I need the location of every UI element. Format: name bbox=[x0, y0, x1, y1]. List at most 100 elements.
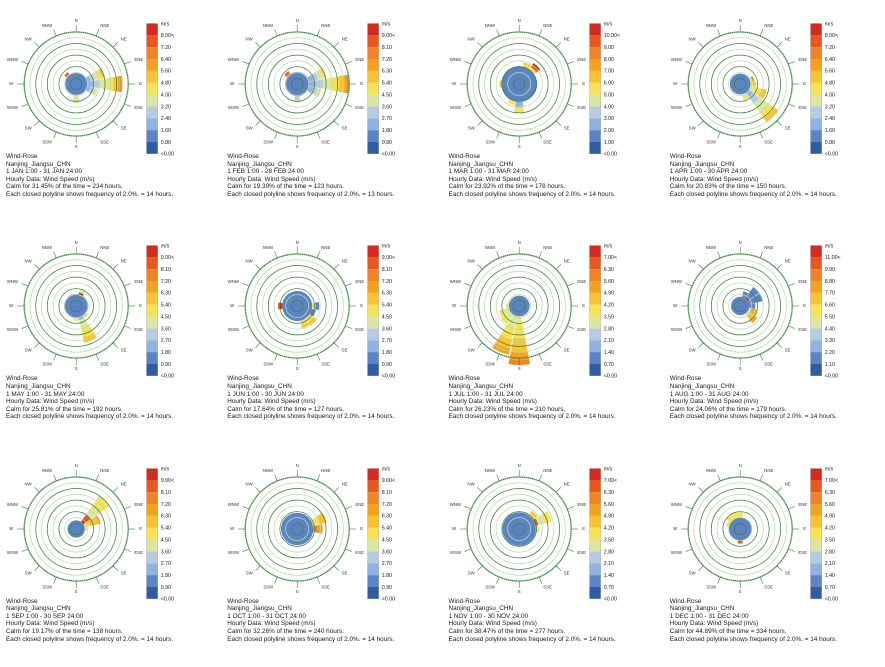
svg-text:2.70: 2.70 bbox=[382, 338, 392, 344]
svg-text:1.80: 1.80 bbox=[382, 573, 392, 579]
svg-text:0.80: 0.80 bbox=[161, 140, 171, 146]
svg-text:0.90: 0.90 bbox=[382, 140, 392, 146]
svg-text:7.20: 7.20 bbox=[161, 502, 171, 508]
svg-text:2.70: 2.70 bbox=[382, 561, 392, 567]
svg-text:8.10: 8.10 bbox=[382, 490, 392, 496]
svg-text:5.40: 5.40 bbox=[382, 81, 392, 87]
svg-text:m/s: m/s bbox=[382, 244, 391, 250]
svg-text:9.00<: 9.00< bbox=[382, 255, 395, 261]
svg-text:1.80: 1.80 bbox=[161, 573, 171, 579]
svg-text:6.30: 6.30 bbox=[824, 490, 834, 496]
svg-text:4.50: 4.50 bbox=[161, 315, 171, 321]
svg-text:1.00: 1.00 bbox=[603, 140, 613, 146]
svg-text:6.40: 6.40 bbox=[824, 57, 834, 63]
svg-text:3.50: 3.50 bbox=[603, 537, 613, 543]
svg-text:8.10: 8.10 bbox=[161, 490, 171, 496]
svg-text:2.80: 2.80 bbox=[824, 549, 834, 555]
svg-text:0.70: 0.70 bbox=[603, 584, 613, 590]
svg-text:8.80: 8.80 bbox=[824, 279, 834, 285]
svg-text:7.20: 7.20 bbox=[382, 279, 392, 285]
svg-text:2.20: 2.20 bbox=[824, 350, 834, 356]
svg-text:1.40: 1.40 bbox=[824, 573, 834, 579]
svg-text:m/s: m/s bbox=[603, 244, 612, 250]
svg-text:4.00: 4.00 bbox=[824, 92, 834, 98]
svg-text:6.30: 6.30 bbox=[382, 513, 392, 519]
svg-text:9.00: 9.00 bbox=[603, 45, 613, 51]
svg-text:5.40: 5.40 bbox=[382, 303, 392, 309]
svg-text:3.60: 3.60 bbox=[161, 549, 171, 555]
svg-text:8.10: 8.10 bbox=[382, 267, 392, 273]
svg-text:9.00<: 9.00< bbox=[161, 478, 174, 484]
svg-text:1.40: 1.40 bbox=[603, 350, 613, 356]
svg-text:4.90: 4.90 bbox=[824, 513, 834, 519]
svg-text:5.60: 5.60 bbox=[603, 502, 613, 508]
svg-text:m/s: m/s bbox=[161, 244, 170, 250]
svg-text:3.60: 3.60 bbox=[382, 549, 392, 555]
svg-text:5.60: 5.60 bbox=[824, 502, 834, 508]
svg-text:m/s: m/s bbox=[603, 22, 612, 28]
svg-text:6.30: 6.30 bbox=[161, 291, 171, 297]
svg-text:4.50: 4.50 bbox=[382, 537, 392, 543]
svg-text:2.40: 2.40 bbox=[161, 116, 171, 122]
svg-text:7.00<: 7.00< bbox=[824, 478, 837, 484]
svg-text:4.80: 4.80 bbox=[824, 81, 834, 87]
svg-text:8.00: 8.00 bbox=[603, 57, 613, 63]
svg-text:3.30: 3.30 bbox=[824, 338, 834, 344]
svg-text:5.00: 5.00 bbox=[603, 92, 613, 98]
svg-text:6.00: 6.00 bbox=[603, 81, 613, 87]
svg-text:2.10: 2.10 bbox=[603, 561, 613, 567]
svg-text:4.90: 4.90 bbox=[603, 291, 613, 297]
svg-text:3.60: 3.60 bbox=[382, 327, 392, 333]
svg-text:5.50: 5.50 bbox=[824, 315, 834, 321]
svg-text:m/s: m/s bbox=[603, 466, 612, 472]
svg-text:4.00: 4.00 bbox=[603, 104, 613, 110]
svg-text:4.80: 4.80 bbox=[161, 81, 171, 87]
svg-text:8.10: 8.10 bbox=[161, 267, 171, 273]
svg-text:4.90: 4.90 bbox=[603, 513, 613, 519]
svg-text:1.60: 1.60 bbox=[161, 128, 171, 134]
svg-text:9.00<: 9.00< bbox=[161, 255, 174, 261]
svg-text:6.60: 6.60 bbox=[824, 303, 834, 309]
svg-text:8.00<: 8.00< bbox=[161, 33, 174, 39]
svg-text:m/s: m/s bbox=[382, 466, 391, 472]
svg-text:4.50: 4.50 bbox=[161, 537, 171, 543]
svg-text:6.30: 6.30 bbox=[382, 291, 392, 297]
svg-text:6.30: 6.30 bbox=[603, 267, 613, 273]
svg-text:8.10: 8.10 bbox=[382, 45, 392, 51]
svg-text:5.40: 5.40 bbox=[161, 525, 171, 531]
svg-text:4.50: 4.50 bbox=[382, 315, 392, 321]
svg-text:7.20: 7.20 bbox=[161, 45, 171, 51]
svg-text:2.10: 2.10 bbox=[603, 338, 613, 344]
svg-text:3.20: 3.20 bbox=[824, 104, 834, 110]
svg-text:7.70: 7.70 bbox=[824, 291, 834, 297]
svg-text:2.80: 2.80 bbox=[603, 549, 613, 555]
svg-text:5.60: 5.60 bbox=[824, 69, 834, 75]
svg-text:7.20: 7.20 bbox=[824, 45, 834, 51]
svg-text:m/s: m/s bbox=[824, 466, 833, 472]
svg-text:6.30: 6.30 bbox=[603, 490, 613, 496]
svg-text:2.00: 2.00 bbox=[603, 128, 613, 134]
svg-text:2.70: 2.70 bbox=[161, 338, 171, 344]
svg-text:0.90: 0.90 bbox=[382, 362, 392, 368]
svg-text:m/s: m/s bbox=[824, 244, 833, 250]
svg-text:1.40: 1.40 bbox=[603, 573, 613, 579]
svg-text:m/s: m/s bbox=[161, 22, 170, 28]
svg-text:9.00<: 9.00< bbox=[382, 33, 395, 39]
svg-text:0.70: 0.70 bbox=[603, 362, 613, 368]
svg-text:4.40: 4.40 bbox=[824, 327, 834, 333]
svg-text:1.60: 1.60 bbox=[824, 128, 834, 134]
svg-text:4.20: 4.20 bbox=[824, 525, 834, 531]
svg-text:6.30: 6.30 bbox=[382, 69, 392, 75]
svg-text:2.70: 2.70 bbox=[161, 561, 171, 567]
svg-text:5.40: 5.40 bbox=[382, 525, 392, 531]
svg-text:3.00: 3.00 bbox=[603, 116, 613, 122]
svg-text:11.00<: 11.00< bbox=[824, 255, 840, 261]
svg-text:7.00<: 7.00< bbox=[603, 478, 616, 484]
svg-text:7.20: 7.20 bbox=[161, 279, 171, 285]
svg-text:0.90: 0.90 bbox=[161, 584, 171, 590]
svg-text:3.20: 3.20 bbox=[161, 104, 171, 110]
svg-text:3.60: 3.60 bbox=[382, 104, 392, 110]
svg-text:3.50: 3.50 bbox=[603, 315, 613, 321]
svg-text:2.10: 2.10 bbox=[824, 561, 834, 567]
svg-text:1.80: 1.80 bbox=[382, 128, 392, 134]
